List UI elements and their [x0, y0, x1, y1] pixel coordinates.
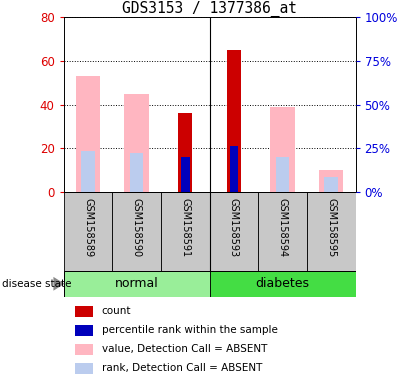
Text: GSM158594: GSM158594	[277, 197, 288, 257]
Text: GSM158589: GSM158589	[83, 197, 93, 257]
Text: GSM158593: GSM158593	[229, 197, 239, 257]
Bar	[161, 192, 210, 271]
Bar	[210, 192, 258, 271]
Text: count: count	[102, 306, 131, 316]
Bar	[178, 113, 192, 192]
Text: normal: normal	[115, 277, 159, 290]
Text: diabetes: diabetes	[256, 277, 309, 290]
Text: GSM158595: GSM158595	[326, 197, 336, 257]
Bar	[75, 363, 93, 374]
Bar	[210, 271, 356, 297]
Text: GSM158591: GSM158591	[180, 197, 190, 257]
Bar	[258, 192, 307, 271]
Bar	[75, 325, 93, 336]
Bar	[181, 157, 189, 192]
Text: disease state: disease state	[2, 279, 72, 289]
Bar	[324, 177, 338, 192]
Text: GSM158590: GSM158590	[132, 197, 142, 257]
Bar	[125, 94, 149, 192]
Bar	[76, 76, 100, 192]
Bar	[112, 192, 161, 271]
Text: value, Detection Call = ABSENT: value, Detection Call = ABSENT	[102, 344, 267, 354]
Bar	[276, 157, 289, 192]
Bar	[64, 271, 210, 297]
Title: GDS3153 / 1377386_at: GDS3153 / 1377386_at	[122, 1, 297, 17]
Bar	[227, 50, 241, 192]
Bar	[230, 146, 238, 192]
Polygon shape	[53, 277, 65, 291]
Bar	[130, 153, 143, 192]
Bar	[75, 344, 93, 355]
Bar	[319, 170, 343, 192]
Bar	[81, 151, 95, 192]
Text: rank, Detection Call = ABSENT: rank, Detection Call = ABSENT	[102, 363, 262, 373]
Bar	[75, 306, 93, 317]
Bar	[270, 107, 295, 192]
Text: percentile rank within the sample: percentile rank within the sample	[102, 325, 277, 335]
Bar	[307, 192, 356, 271]
Bar	[64, 192, 112, 271]
